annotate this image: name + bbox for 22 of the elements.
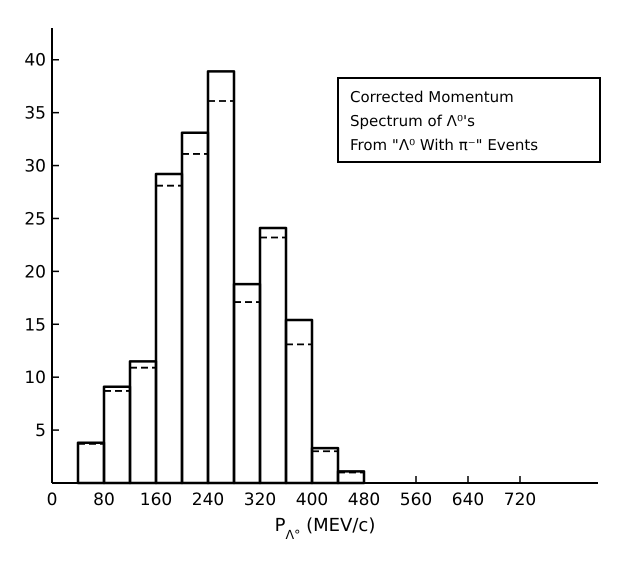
x-tick-label: 400 xyxy=(296,490,328,510)
x-axis-title: P$_{Λ°}$ (MEV/c) xyxy=(274,515,376,542)
x-tick-label: 320 xyxy=(244,490,276,510)
y-tick-label: 10 xyxy=(24,368,46,388)
x-tick-label: 80 xyxy=(93,490,115,510)
x-tick-label: 240 xyxy=(192,490,224,510)
y-tick-label: 20 xyxy=(24,262,46,282)
y-tick-label: 15 xyxy=(24,315,46,336)
y-tick-label: 5 xyxy=(35,421,46,442)
annotation: Spectrum of Λ⁰'s xyxy=(350,112,476,130)
y-tick-label: 30 xyxy=(24,156,46,177)
y-tick-label: 40 xyxy=(24,50,46,71)
x-tick-label: 160 xyxy=(140,490,172,510)
x-tick-label: 0 xyxy=(46,490,58,510)
x-tick-label: 640 xyxy=(452,490,484,510)
annotation: Corrected Momentum xyxy=(350,88,514,106)
x-tick-label: 560 xyxy=(400,490,432,510)
x-tick-label: 480 xyxy=(348,490,380,510)
x-tick-label: 720 xyxy=(504,490,536,510)
annotation: From "Λ⁰ With π⁻" Events xyxy=(350,136,538,154)
y-tick-label: 25 xyxy=(24,209,46,230)
y-tick-label: 35 xyxy=(24,104,46,124)
